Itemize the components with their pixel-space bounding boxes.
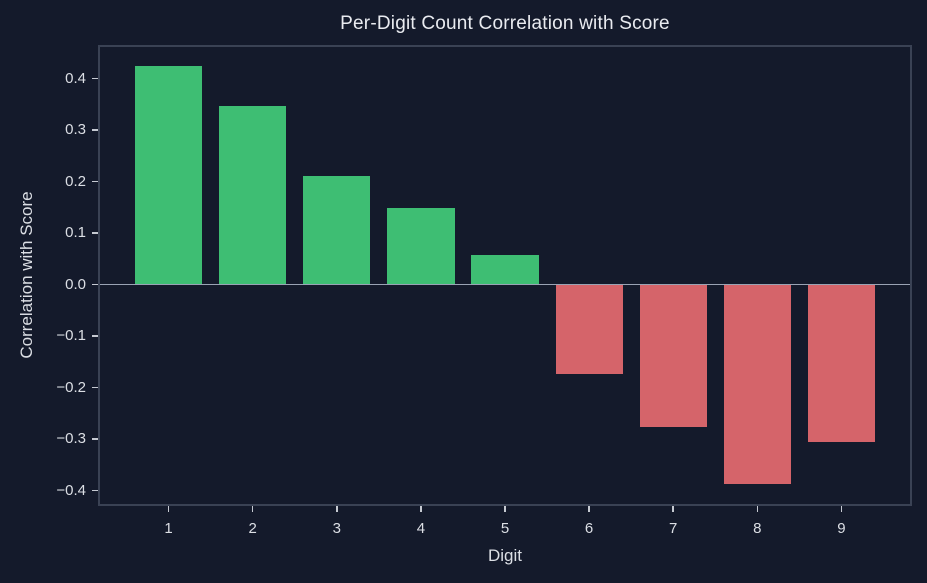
bar-digit-3 — [303, 176, 371, 285]
chart-title: Per-Digit Count Correlation with Score — [340, 13, 670, 34]
x-tick-mark — [504, 506, 506, 512]
x-tick-label: 6 — [584, 520, 594, 537]
x-tick-label: 4 — [416, 520, 426, 537]
y-tick-label: 0.2 — [65, 172, 86, 190]
bar-digit-7 — [639, 284, 707, 428]
x-tick-mark — [840, 506, 843, 512]
bar-digit-2 — [219, 105, 287, 285]
y-tick-label: 0.4 — [65, 69, 86, 87]
bar-digit-8 — [723, 284, 791, 485]
x-tick-mark — [336, 506, 338, 512]
x-tick-label: 9 — [837, 520, 846, 537]
y-tick-mark — [92, 438, 98, 440]
bar-digit-6 — [555, 284, 623, 375]
y-tick-mark — [92, 129, 98, 131]
plot-area — [98, 45, 912, 506]
y-tick-label: −0.1 — [56, 327, 86, 344]
y-tick-label: 0.0 — [65, 275, 86, 293]
y-tick-label: 0.3 — [65, 121, 86, 138]
zero-line — [98, 283, 912, 286]
y-tick-label: −0.4 — [56, 481, 86, 499]
y-tick-mark — [92, 77, 98, 80]
y-tick-mark — [92, 335, 98, 337]
x-axis-label: Digit — [487, 546, 522, 565]
bar-digit-5 — [471, 254, 539, 285]
x-tick-mark — [251, 506, 254, 512]
x-tick-label: 7 — [669, 520, 678, 537]
y-tick-mark — [92, 180, 98, 183]
x-tick-label: 1 — [164, 520, 173, 537]
y-tick-label: −0.3 — [56, 430, 86, 447]
y-tick-mark — [92, 232, 98, 234]
x-tick-mark — [167, 506, 170, 512]
y-tick-label: −0.2 — [56, 378, 86, 396]
bar-digit-1 — [135, 66, 203, 285]
x-tick-mark — [588, 506, 590, 512]
y-tick-mark — [92, 489, 98, 492]
x-tick-label: 5 — [500, 520, 510, 537]
x-tick-mark — [672, 506, 674, 512]
bar-digit-9 — [807, 284, 875, 442]
y-tick-label: 0.1 — [65, 224, 86, 241]
x-tick-label: 8 — [753, 520, 762, 537]
y-tick-mark — [92, 386, 98, 389]
x-tick-label: 2 — [248, 520, 257, 537]
x-tick-label: 3 — [332, 520, 341, 537]
bar-digit-4 — [387, 207, 455, 285]
x-tick-mark — [756, 506, 759, 512]
x-tick-mark — [420, 506, 422, 512]
y-tick-mark — [92, 283, 98, 286]
